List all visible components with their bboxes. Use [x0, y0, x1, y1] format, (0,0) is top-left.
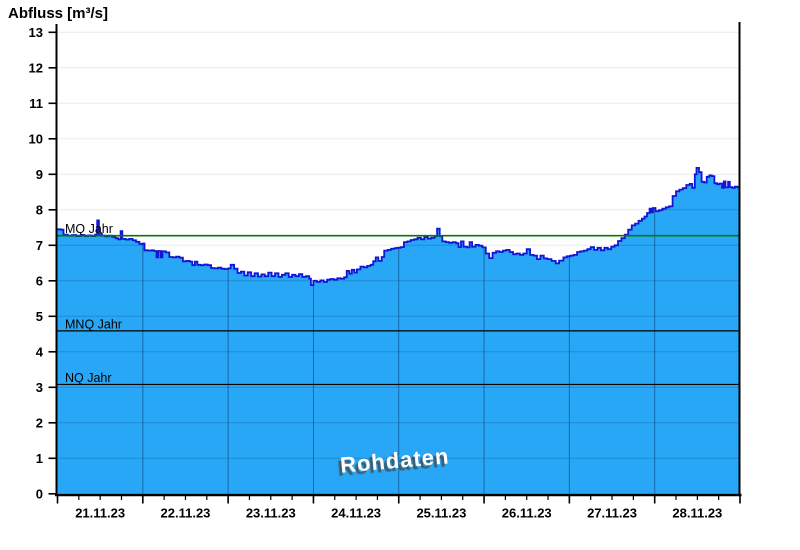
- chart-title: Abfluss [m³/s]: [8, 5, 109, 22]
- y-tick-label: 6: [36, 273, 43, 288]
- mq-jahr-label: MQ Jahr: [65, 222, 113, 236]
- y-tick-label: 0: [36, 486, 43, 501]
- y-tick-label: 2: [36, 415, 43, 430]
- x-tick-label: 21.11.23: [75, 506, 125, 521]
- y-tick-label: 8: [36, 202, 43, 217]
- y-tick-label: 11: [29, 96, 43, 111]
- x-tick-label: 26.11.23: [502, 506, 552, 521]
- x-tick-label: 28.11.23: [672, 506, 722, 521]
- mnq-jahr-label: MNQ Jahr: [65, 317, 122, 331]
- series-outline: [57, 167, 740, 286]
- nq-jahr-label: NQ Jahr: [65, 371, 112, 385]
- x-tick-label: 25.11.23: [416, 506, 466, 521]
- y-tick-label: 4: [36, 344, 44, 359]
- x-tick-label: 23.11.23: [246, 506, 296, 521]
- y-tick-label: 13: [29, 25, 43, 40]
- y-tick-label: 7: [36, 238, 43, 253]
- x-tick-label: 24.11.23: [331, 506, 381, 521]
- y-tick-label: 9: [36, 167, 43, 182]
- y-tick-label: 10: [29, 131, 43, 146]
- x-tick-label: 22.11.23: [161, 506, 211, 521]
- y-tick-label: 3: [36, 380, 43, 395]
- reference-lines: MQ Jahr MNQ Jahr NQ Jahr: [57, 222, 740, 386]
- y-tick-label: 5: [36, 309, 43, 324]
- x-tick-label: 27.11.23: [587, 506, 637, 521]
- series-line: [57, 167, 740, 286]
- y-tick-label: 1: [36, 451, 43, 466]
- y-tick-label: 12: [29, 60, 43, 75]
